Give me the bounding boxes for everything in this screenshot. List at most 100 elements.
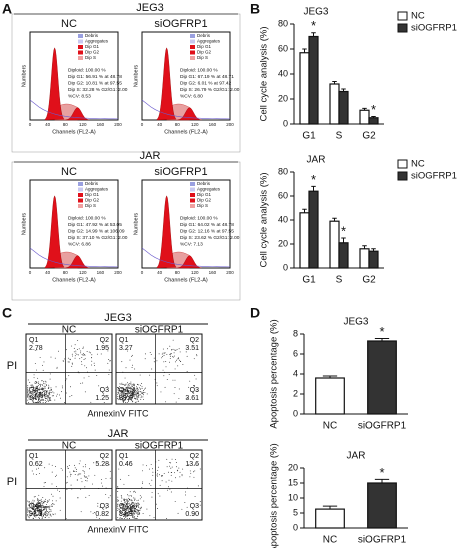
event-dot [34, 402, 36, 403]
event-dot [138, 507, 140, 508]
event-dot [134, 510, 136, 511]
event-dot [40, 504, 42, 506]
stats-line: Dip G2: 6.01 % at 97.42 [180, 80, 232, 86]
event-dot [194, 496, 196, 497]
dots [27, 460, 111, 520]
event-dot [134, 368, 136, 370]
event-dot [140, 388, 142, 390]
event-dot [132, 515, 134, 517]
event-dot [47, 390, 48, 392]
event-dot [35, 402, 37, 404]
stats-line: Diploid: 100.00 % [180, 215, 218, 221]
event-dot [37, 395, 38, 397]
debris-line [141, 99, 231, 120]
event-dot [178, 397, 180, 399]
event-dot [122, 506, 124, 508]
quadrant-value: 2.78 [29, 345, 43, 352]
event-dot [29, 387, 31, 389]
event-dot [174, 387, 176, 388]
event-dot [78, 463, 80, 465]
event-dot [41, 512, 43, 514]
y-axis-label: PI [7, 476, 17, 488]
event-dot [45, 393, 46, 395]
quadrant-value: 1.25 [95, 395, 109, 402]
event-dot [68, 361, 70, 363]
event-dot [37, 506, 39, 507]
event-dot [37, 382, 39, 384]
event-dot [39, 509, 41, 511]
plot-title: siOGFRP1 [135, 441, 184, 452]
event-dot [117, 388, 119, 390]
event-dot [35, 393, 37, 395]
y-axis-label: Numbers [133, 213, 139, 236]
event-dot [123, 388, 124, 390]
event-dot [138, 395, 140, 397]
event-dot [122, 504, 123, 506]
event-dot [40, 509, 42, 511]
event-dot [163, 361, 165, 363]
legend-swatch [78, 50, 83, 55]
quadrant-value: 3.27 [119, 345, 133, 352]
legend-label: Dip S [85, 55, 96, 60]
legend-label: Debris [85, 181, 99, 186]
event-dot [105, 508, 107, 509]
event-dot [31, 385, 33, 387]
event-dot [127, 502, 129, 504]
event-dot [28, 514, 30, 516]
event-dot [127, 494, 129, 496]
event-dot [137, 503, 139, 505]
event-dot [121, 388, 123, 390]
event-dot [32, 399, 34, 401]
bar [315, 508, 345, 529]
legend-label: Dip S [197, 203, 208, 208]
event-dot [131, 354, 133, 356]
event-dot [82, 382, 84, 384]
event-dot [172, 339, 174, 341]
quadrant-value: 13.6 [185, 461, 199, 468]
event-dot [38, 467, 39, 469]
event-dot [117, 509, 119, 511]
event-dot [38, 514, 40, 516]
y-axis-label: Cell cycle analysis (%) [259, 172, 270, 267]
event-dot [83, 471, 85, 472]
panel-label: A [2, 1, 12, 17]
event-dot [56, 366, 58, 368]
event-dot [120, 495, 122, 496]
event-dot [127, 501, 129, 503]
event-dot [131, 395, 133, 396]
event-dot [66, 378, 68, 380]
group-box [11, 161, 241, 301]
event-dot [161, 480, 163, 482]
event-dot [66, 476, 68, 478]
event-dot [117, 517, 119, 519]
event-dot [74, 344, 76, 346]
event-dot [27, 508, 29, 510]
event-dot [34, 504, 36, 506]
event-dot [137, 396, 138, 398]
event-dot [117, 392, 119, 394]
event-dot [91, 364, 93, 366]
event-dot [80, 361, 82, 363]
event-dot [173, 352, 175, 354]
quadrant-name: Q4 [119, 503, 128, 510]
event-dot [27, 392, 29, 394]
event-dot [138, 384, 140, 386]
event-dot [50, 387, 52, 389]
event-dot [142, 464, 144, 466]
event-dot [84, 476, 86, 478]
event-dot [34, 397, 36, 399]
event-dot [117, 390, 119, 392]
event-dot [132, 389, 134, 391]
x-axis-label: AnnexinV FITC [87, 524, 149, 534]
event-dot [46, 391, 48, 393]
event-dot [47, 396, 49, 398]
event-dot [148, 483, 150, 485]
stats-line: Diploid: 100.00 % [180, 67, 218, 73]
bar [338, 90, 349, 125]
event-dot [181, 475, 183, 477]
event-dot [54, 513, 56, 515]
event-dot [121, 517, 122, 519]
event-dot [166, 489, 168, 491]
event-dot [32, 393, 34, 395]
